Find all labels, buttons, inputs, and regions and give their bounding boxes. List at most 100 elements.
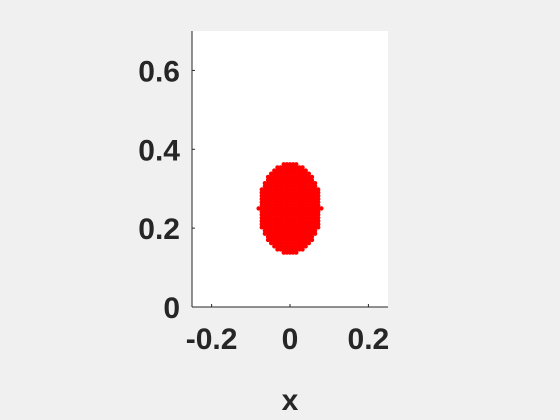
scatter-point	[262, 193, 268, 199]
scatter-point	[306, 234, 312, 240]
scatter-point	[284, 218, 290, 224]
scatter-point	[284, 168, 290, 173]
scatter-point	[268, 218, 274, 224]
scatter-point	[297, 222, 302, 227]
scatter-point	[306, 180, 312, 186]
scatter-point	[312, 184, 318, 189]
scatter-point	[300, 165, 305, 170]
scatter-point	[268, 190, 274, 195]
scatter-point	[275, 215, 280, 221]
scatter-point	[300, 215, 305, 221]
scatter-point	[265, 234, 271, 240]
scatter-point	[300, 199, 305, 205]
scatter-point	[294, 225, 299, 230]
scatter-point	[278, 234, 283, 240]
scatter-point	[303, 218, 308, 224]
scatter-point	[290, 193, 296, 199]
scatter-point	[287, 237, 293, 243]
scatter-point	[278, 222, 283, 227]
scatter-point	[278, 199, 283, 205]
scatter-point	[309, 184, 315, 189]
scatter-point	[306, 174, 312, 180]
scatter-point	[284, 177, 290, 183]
scatter-point	[284, 237, 290, 243]
scatter-point	[275, 222, 280, 227]
scatter-point	[265, 174, 271, 180]
scatter-point	[275, 187, 280, 192]
scatter-point	[297, 218, 302, 224]
scatter-point	[297, 203, 302, 208]
scatter-point	[287, 206, 293, 211]
scatter-point	[287, 231, 293, 236]
scatter-point	[294, 193, 299, 199]
scatter-point	[306, 171, 312, 176]
scatter-point	[306, 193, 312, 199]
scatter-point	[300, 240, 305, 246]
scatter-point	[303, 171, 308, 176]
scatter-point	[265, 206, 271, 211]
scatter-point	[300, 237, 305, 243]
scatter-point	[297, 234, 302, 240]
scatter-point	[275, 196, 280, 202]
scatter-point	[316, 225, 321, 230]
scatter-point	[300, 171, 305, 176]
scatter-point	[284, 222, 290, 227]
scatter-point	[284, 190, 290, 195]
scatter-point	[268, 215, 274, 221]
scatter-point	[316, 215, 321, 221]
scatter-point	[284, 184, 290, 189]
scatter-point	[281, 215, 286, 221]
scatter-point	[300, 187, 305, 192]
scatter-point	[290, 222, 296, 227]
scatter-point	[272, 222, 277, 227]
scatter-point	[259, 193, 264, 199]
scatter-point	[309, 209, 315, 214]
scatter-point	[259, 215, 264, 221]
scatter-point	[309, 196, 315, 202]
scatter-point	[262, 184, 268, 189]
scatter-point	[259, 209, 264, 214]
scatter-point	[297, 180, 302, 186]
scatter-point	[265, 228, 271, 233]
scatter-point	[281, 203, 286, 208]
x-ticks: -0.2 0 0.2	[186, 304, 390, 356]
scatter-point	[262, 212, 268, 217]
scatter-point	[287, 209, 293, 214]
scatter-point	[297, 193, 302, 199]
scatter-point	[259, 190, 264, 195]
scatter-point	[287, 171, 293, 176]
scatter-point	[306, 177, 312, 183]
scatter-point	[265, 231, 271, 236]
scatter-point	[300, 174, 305, 180]
scatter-point	[262, 218, 268, 224]
scatter-point	[275, 228, 280, 233]
scatter-point	[290, 209, 296, 214]
scatter-point	[297, 187, 302, 192]
scatter-point	[303, 212, 308, 217]
scatter-point	[290, 240, 296, 246]
scatter-point	[294, 168, 299, 173]
scatter-point	[278, 193, 283, 199]
scatter-point	[268, 187, 274, 192]
scatter-point	[290, 162, 296, 167]
scatter-point	[294, 184, 299, 189]
x-tick-label: 0.2	[348, 323, 390, 356]
scatter-point	[284, 171, 290, 176]
scatter-point	[300, 234, 305, 240]
scatter-point	[275, 218, 280, 224]
scatter-point	[306, 237, 312, 243]
scatter-point	[259, 199, 264, 205]
scatter-point	[268, 240, 274, 246]
scatter-point	[287, 177, 293, 183]
scatter-point	[309, 180, 315, 186]
scatter-point	[309, 174, 315, 180]
scatter-point	[259, 196, 264, 202]
scatter-point	[312, 218, 318, 224]
scatter-point	[281, 187, 286, 192]
scatter-point	[290, 203, 296, 208]
scatter-point	[309, 187, 315, 192]
scatter-point	[306, 206, 312, 211]
scatter-point	[275, 203, 280, 208]
scatter-point	[275, 212, 280, 217]
scatter-point	[306, 225, 312, 230]
